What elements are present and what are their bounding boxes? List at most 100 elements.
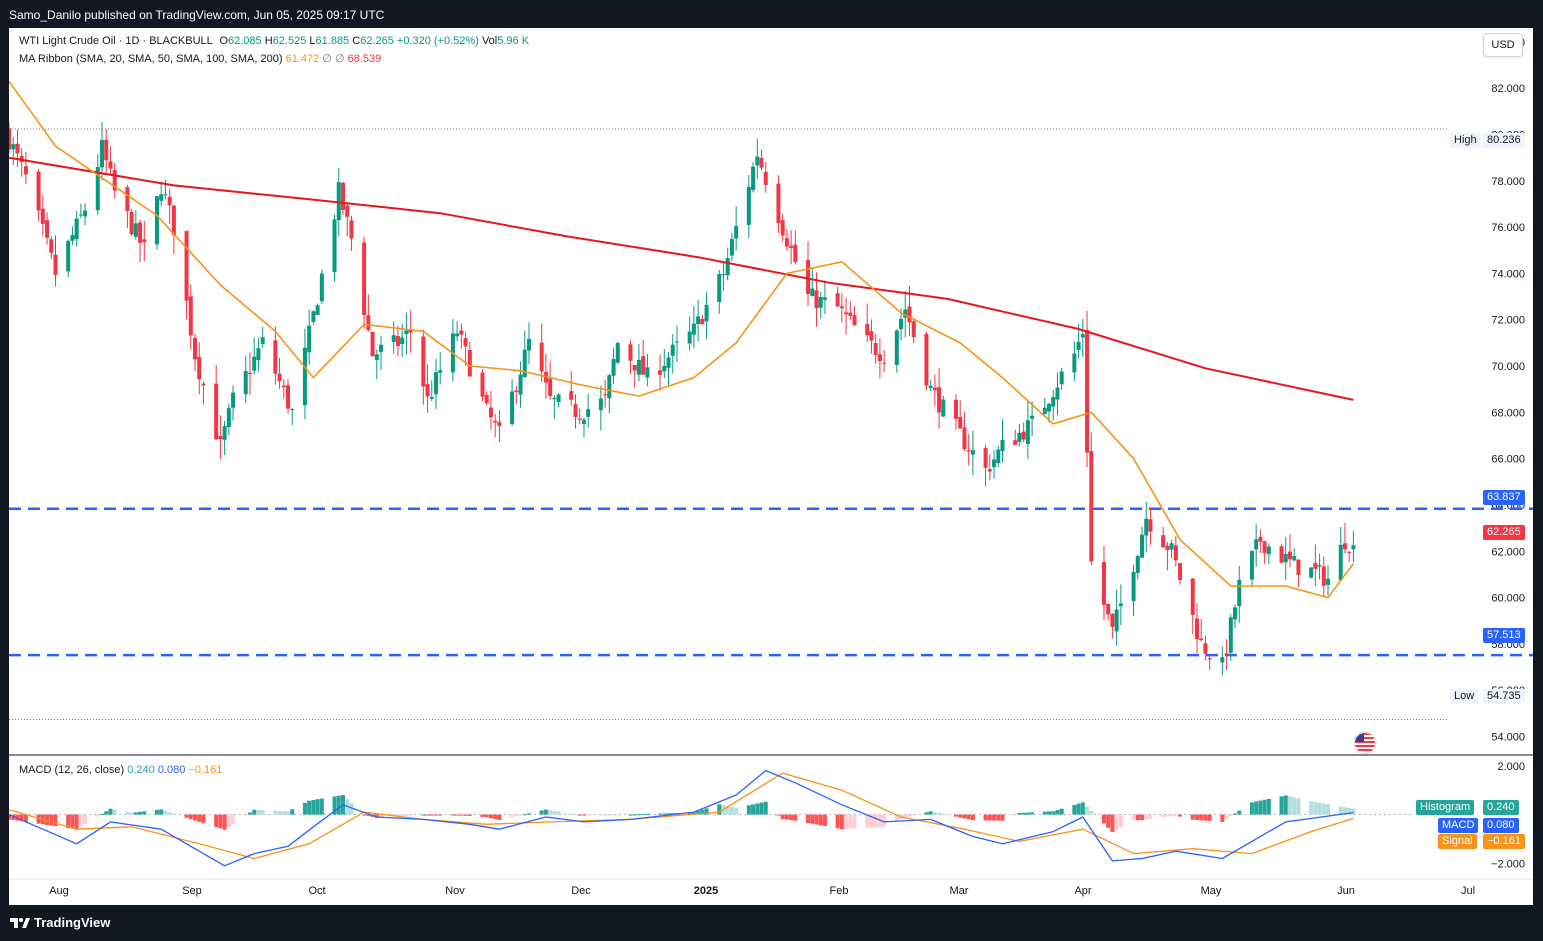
macd-histogram-bar bbox=[1258, 800, 1263, 815]
last-price-tag: 62.265 bbox=[1483, 525, 1525, 540]
candle-body bbox=[966, 450, 971, 452]
macd-histogram-bar bbox=[962, 814, 967, 819]
price-axis-label: 82.000 bbox=[1491, 83, 1525, 95]
macd-histogram-bar bbox=[983, 814, 988, 821]
macd-tag-value: 0.080 bbox=[1483, 818, 1519, 833]
candle-body bbox=[349, 220, 354, 239]
candle-body bbox=[577, 418, 582, 420]
chart-svg[interactable]: 84.00082.00080.00078.00076.00074.00072.0… bbox=[9, 28, 1533, 905]
macd-histogram-bar bbox=[632, 814, 637, 816]
macd-histogram-bar bbox=[154, 809, 159, 815]
macd-histogram-bar bbox=[95, 814, 100, 817]
macd-histogram-bar bbox=[1254, 801, 1259, 815]
legend-change: +0.320 (+0.52%) bbox=[396, 35, 479, 47]
candle-body bbox=[763, 171, 768, 185]
candle-body bbox=[340, 182, 345, 210]
macd-histogram-bar bbox=[425, 814, 430, 816]
legend-open: 62.085 bbox=[228, 35, 262, 47]
macd-histogram-bar bbox=[455, 814, 460, 816]
tradingview-logo[interactable]: TradingView bbox=[10, 915, 110, 930]
macd-line bbox=[9, 769, 1354, 867]
candle-body bbox=[839, 306, 844, 309]
macd-histogram-bar bbox=[789, 814, 794, 821]
candle-body bbox=[670, 344, 675, 356]
candle-body bbox=[214, 383, 219, 440]
macd-histogram-bar bbox=[1292, 797, 1297, 815]
candle-body bbox=[873, 343, 878, 355]
candle-body bbox=[1144, 518, 1149, 536]
candle-body bbox=[691, 323, 696, 335]
candle-body bbox=[1161, 535, 1166, 548]
candle-body bbox=[188, 296, 193, 336]
macd-histogram-bar bbox=[1279, 796, 1284, 815]
macd-histogram-bar bbox=[958, 814, 963, 818]
macd-histogram-bar bbox=[1338, 806, 1343, 815]
candle-body bbox=[970, 450, 975, 455]
macd-histogram-bar bbox=[104, 811, 109, 815]
candle-body bbox=[408, 330, 413, 333]
ma-legend: MA Ribbon (SMA, 20, SMA, 50, SMA, 100, S… bbox=[19, 52, 381, 65]
macd-histogram-bar bbox=[848, 814, 853, 829]
macd-histogram-bar bbox=[159, 809, 164, 815]
candle-body bbox=[1076, 341, 1081, 350]
macd-histogram-bar bbox=[201, 814, 206, 824]
macd-histogram-bar bbox=[171, 813, 176, 815]
macd-histogram-bar bbox=[1140, 814, 1145, 821]
macd-histogram-bar bbox=[49, 814, 54, 826]
macd-histogram-bar bbox=[404, 814, 409, 816]
ma-legend-title: MA Ribbon (SMA, 20, SMA, 50, SMA, 100, S… bbox=[19, 53, 283, 65]
candle-body bbox=[746, 186, 751, 225]
time-axis-label: Jun bbox=[1337, 885, 1355, 897]
macd-histogram-bar bbox=[894, 814, 899, 821]
candle-body bbox=[83, 210, 88, 217]
macd-histogram-bar bbox=[1000, 814, 1005, 821]
macd-histogram-bar bbox=[645, 814, 650, 816]
candle-body bbox=[138, 222, 143, 243]
candle-body bbox=[586, 409, 591, 417]
candle-body bbox=[395, 336, 400, 347]
macd-histogram-bar bbox=[806, 814, 811, 823]
candle-body bbox=[1237, 579, 1242, 607]
candle-body bbox=[315, 305, 320, 315]
macd-histogram-bar bbox=[725, 806, 730, 815]
macd-histogram-bar bbox=[780, 814, 785, 820]
macd-histogram-bar bbox=[1296, 798, 1301, 815]
macd-histogram-bar bbox=[658, 813, 663, 815]
macd-histogram-bar bbox=[243, 814, 248, 816]
price-axis-label: 66.000 bbox=[1491, 454, 1525, 466]
candle-body bbox=[302, 347, 307, 406]
macd-histogram-bar bbox=[1190, 814, 1195, 820]
candle-body bbox=[877, 354, 882, 361]
macd-histogram-bar bbox=[1194, 814, 1199, 820]
currency-button[interactable]: USD bbox=[1483, 33, 1523, 57]
candle-body bbox=[307, 325, 312, 353]
us-flag-icon[interactable] bbox=[1353, 731, 1377, 755]
candle-body bbox=[493, 420, 498, 423]
macd-histogram-bar bbox=[1233, 813, 1238, 815]
candle-body bbox=[218, 435, 223, 440]
macd-histogram-bar bbox=[1017, 812, 1022, 815]
macd-histogram-bar bbox=[539, 810, 544, 815]
macd-histogram-bar bbox=[256, 809, 261, 815]
histogram-tag-label: Histogram bbox=[1416, 800, 1475, 815]
macd-histogram-bar bbox=[23, 814, 28, 822]
ma20-value: 61.472 bbox=[285, 53, 320, 65]
candle-body bbox=[569, 391, 574, 400]
macd-signal-line bbox=[9, 772, 1354, 860]
price-axis-label: 54.000 bbox=[1491, 731, 1525, 743]
candle-body bbox=[70, 235, 75, 241]
candle-body bbox=[231, 392, 236, 408]
candle-body bbox=[1178, 563, 1183, 581]
candle-body bbox=[95, 166, 100, 211]
macd-histogram-bar bbox=[577, 814, 582, 816]
candle-body bbox=[1030, 415, 1035, 419]
macd-histogram-bar bbox=[184, 814, 189, 818]
macd-histogram-bar bbox=[463, 814, 468, 816]
macd-histogram-bar bbox=[746, 805, 751, 815]
macd-histogram-bar bbox=[611, 814, 616, 816]
candle-body bbox=[1110, 613, 1115, 627]
candle-body bbox=[780, 220, 785, 236]
candle-body bbox=[1309, 567, 1314, 578]
candle-body bbox=[391, 335, 396, 343]
price-axis-label: 72.000 bbox=[1491, 315, 1525, 327]
